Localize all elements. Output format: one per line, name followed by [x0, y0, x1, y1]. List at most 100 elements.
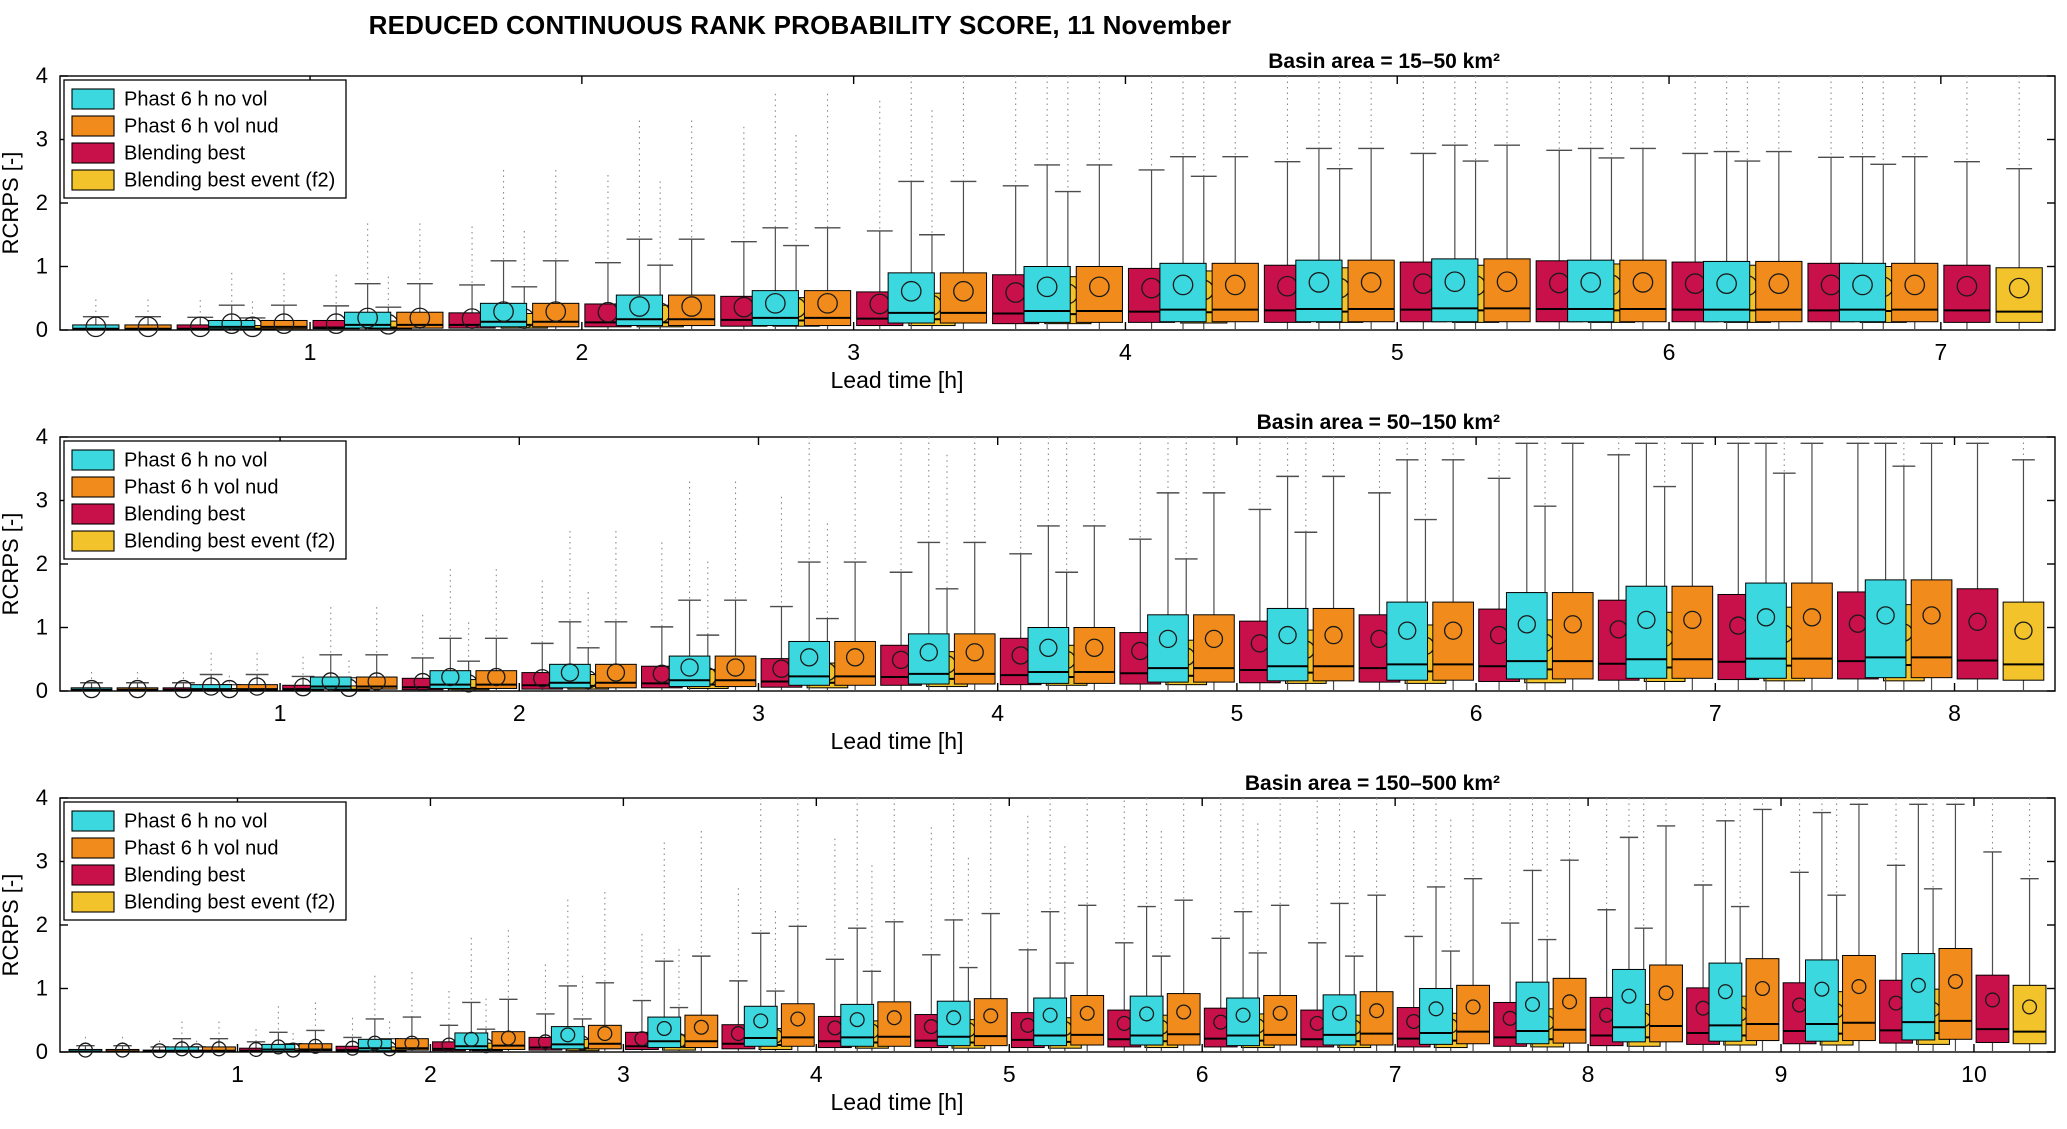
y-tick-label: 2 [36, 551, 48, 576]
box [357, 1038, 392, 1052]
box [1755, 260, 1803, 323]
boxplot-panel-1: 0 1 2 3 4 1 2 3 4 5 6 7 RCRPS [-] Lead time [h] Basin … [0, 50, 2056, 393]
box [1910, 579, 1953, 679]
mean-marker [845, 648, 865, 667]
mean-marker [1079, 1005, 1095, 1021]
panel-label: Basin area = 15–50 km² [1268, 50, 1500, 73]
mean-marker [693, 1019, 709, 1035]
boxplot-panel-2: 0 1 2 3 4 1 2 3 4 5 6 7 8 RCRPS [-] Lead time [h] Basin… [0, 411, 2056, 754]
box [1619, 259, 1667, 323]
box [2002, 601, 2045, 681]
y-tick-label: 3 [36, 488, 48, 513]
y-tick-label: 4 [36, 424, 48, 449]
x-tick-label: 7 [1934, 339, 1947, 365]
mean-marker [1814, 981, 1830, 997]
mean-marker [629, 296, 650, 317]
mean-marker [1039, 638, 1058, 658]
mean-marker [1947, 973, 1963, 990]
mean-marker [1852, 274, 1873, 296]
mean-marker [441, 667, 460, 687]
box [1027, 627, 1070, 684]
legend-swatch [71, 449, 115, 471]
x-tick-label: 3 [847, 339, 860, 365]
mean-marker [493, 301, 514, 322]
mean-marker [367, 1035, 383, 1051]
mean-marker [487, 667, 506, 687]
y-axis-label: RCRPS [-] [0, 513, 23, 616]
mean-marker [1444, 271, 1466, 293]
legend-swatch [71, 864, 115, 886]
mean-marker [1632, 272, 1654, 293]
mean-marker [247, 677, 267, 696]
box [1359, 991, 1394, 1046]
box [1708, 962, 1743, 1042]
box [1745, 582, 1787, 679]
mean-marker [900, 280, 922, 302]
legend-swatch [71, 891, 115, 913]
mean-marker [1139, 1006, 1155, 1022]
x-tick-label: 4 [1119, 339, 1132, 365]
box [1703, 260, 1751, 323]
box [1322, 994, 1357, 1046]
x-tick-label: 6 [1470, 700, 1483, 726]
legend-label: Phast 6 h vol nud [124, 838, 279, 860]
mean-marker [983, 1008, 999, 1024]
mean-marker [174, 1041, 190, 1057]
x-tick-label: 10 [1961, 1061, 1987, 1087]
y-tick-label: 4 [36, 785, 48, 810]
box [1432, 601, 1474, 681]
x-tick-label: 1 [274, 700, 287, 726]
mean-marker [1658, 985, 1674, 1001]
x-axis-label: Lead time [h] [831, 1089, 964, 1115]
legend-swatch [71, 88, 115, 110]
mean-marker [764, 292, 786, 314]
mean-marker [321, 672, 340, 691]
mean-marker [1360, 272, 1382, 293]
x-tick-label: 3 [752, 700, 765, 726]
y-tick-label: 1 [36, 976, 48, 1001]
legend-label: Blending best event (f2) [124, 170, 335, 192]
mean-marker [753, 1013, 769, 1029]
box [1431, 258, 1479, 323]
box [780, 1003, 815, 1047]
mean-marker [1756, 608, 1776, 627]
y-axis-label: RCRPS [-] [0, 874, 23, 977]
mean-marker [270, 1039, 286, 1055]
legend-swatch [71, 142, 115, 164]
mean-marker [946, 1010, 962, 1026]
box [1075, 266, 1123, 323]
mean-marker [77, 1042, 93, 1058]
chart-title: REDUCED CONTINUOUS RANK PROBABILITY SCOR… [368, 10, 1232, 40]
mean-marker [965, 643, 984, 662]
mean-marker [545, 301, 567, 322]
mean-marker [817, 292, 838, 314]
legend-label: Blending best [124, 865, 246, 887]
legend-label: Phast 6 h no vol [124, 811, 267, 833]
box [1901, 953, 1936, 1041]
mean-marker [1637, 610, 1656, 630]
box [1266, 607, 1309, 682]
legend-label: Phast 6 h vol nud [124, 116, 279, 138]
legend-swatch [71, 810, 115, 832]
legend-swatch [71, 169, 115, 191]
y-tick-label: 3 [36, 127, 48, 152]
y-tick-label: 0 [36, 678, 48, 703]
mean-marker [211, 1041, 227, 1057]
mean-marker [1621, 988, 1637, 1004]
box [595, 663, 637, 689]
mean-marker [1910, 977, 1926, 993]
box [907, 633, 950, 685]
x-tick-label: 4 [810, 1061, 823, 1087]
box [1612, 968, 1646, 1043]
box [1456, 984, 1490, 1045]
box [953, 633, 996, 685]
mean-marker [1042, 1007, 1058, 1023]
mean-marker [1324, 625, 1343, 645]
mean-marker [367, 672, 386, 691]
mean-marker [1580, 272, 1602, 293]
box [615, 294, 664, 327]
box [936, 1000, 971, 1047]
box [1419, 988, 1453, 1045]
x-tick-label: 7 [1389, 1061, 1402, 1087]
mean-marker [953, 280, 974, 302]
